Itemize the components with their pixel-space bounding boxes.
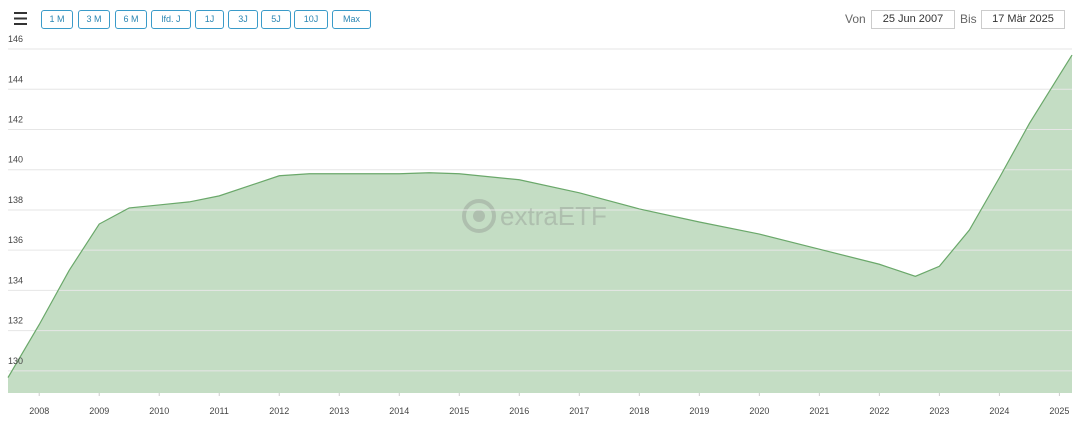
range-button[interactable]: 3 M [78, 10, 110, 29]
y-tick-label: 136 [8, 235, 23, 245]
x-tick-label: 2021 [809, 406, 829, 416]
range-button[interactable]: 5J [261, 10, 291, 29]
x-tick-label: 2022 [869, 406, 889, 416]
x-tick-label: 2009 [89, 406, 109, 416]
x-tick-label: 2016 [509, 406, 529, 416]
to-date[interactable]: 17 Mär 2025 [981, 10, 1065, 29]
y-tick-label: 134 [8, 275, 23, 285]
range-button[interactable]: Max [332, 10, 371, 29]
x-tick-label: 2012 [269, 406, 289, 416]
x-tick-label: 2018 [629, 406, 649, 416]
x-tick-label: 2017 [569, 406, 589, 416]
x-tick-label: 2019 [689, 406, 709, 416]
x-tick-label: 2014 [389, 406, 409, 416]
y-tick-label: 138 [8, 195, 23, 205]
x-tick-label: 2020 [749, 406, 769, 416]
line [7, 54, 1073, 378]
x-tick-label: 2013 [329, 406, 349, 416]
x-tick-label: 2010 [149, 406, 169, 416]
area [8, 55, 1072, 394]
x-tick-label: 2025 [1049, 406, 1069, 416]
range-button[interactable]: 6 M [115, 10, 147, 29]
range-button[interactable]: 10J [294, 10, 328, 29]
x-tick-label: 2008 [29, 406, 49, 416]
x-tick-label: 2023 [929, 406, 949, 416]
watermark-logo [462, 199, 496, 233]
to-label: Bis [960, 12, 977, 26]
y-tick-label: 132 [8, 316, 23, 326]
y-tick-label: 142 [8, 114, 23, 124]
y-tick-label: 130 [8, 356, 23, 366]
x-tick-label: 2024 [989, 406, 1009, 416]
x-tick-label: 2015 [449, 406, 469, 416]
y-tick-label: 140 [8, 155, 23, 165]
range-button[interactable]: 1J [195, 10, 224, 29]
range-button[interactable]: 1 M [41, 10, 73, 29]
watermark: extraETF [500, 201, 607, 231]
x-tick-label: 2011 [210, 406, 229, 416]
from-date[interactable]: 25 Jun 2007 [871, 10, 955, 29]
range-button[interactable]: lfd. J [151, 10, 191, 29]
range-button[interactable]: 3J [228, 10, 258, 29]
from-label: Von [845, 12, 866, 26]
menu-icon[interactable] [14, 12, 27, 25]
y-tick-label: 146 [8, 34, 23, 44]
y-tick-label: 144 [8, 74, 23, 84]
